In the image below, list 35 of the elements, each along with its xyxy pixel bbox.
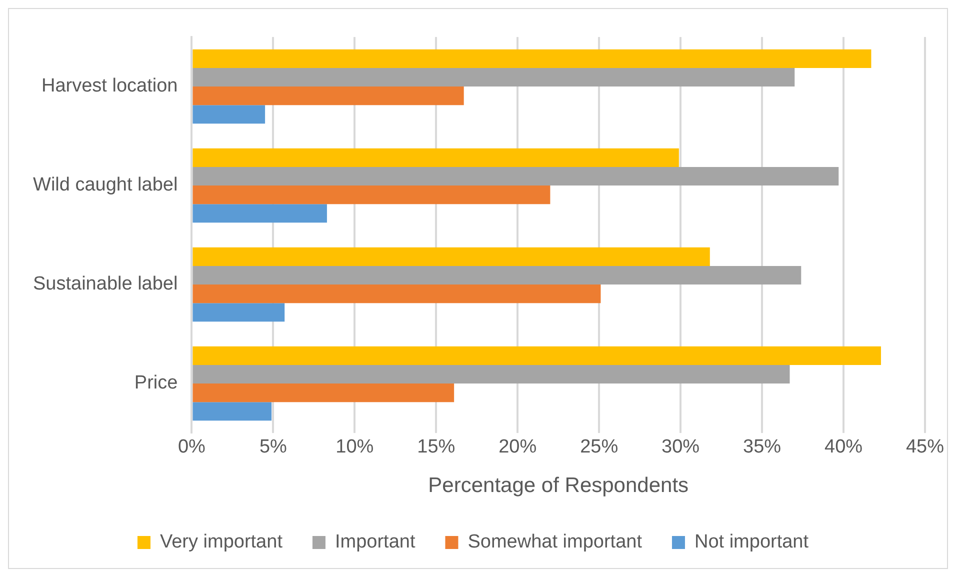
bar [192,266,802,284]
bar [192,284,601,304]
y-tick-label: Price [134,372,178,394]
y-tick-label: Sustainable label [33,274,178,295]
bar [192,166,839,186]
bar [192,186,550,204]
bar [192,105,266,124]
bar [192,86,464,106]
x-tick-label: 5% [259,436,288,458]
bar [192,303,285,322]
x-tick-label: 25% [580,436,618,458]
x-tick-label: 15% [417,436,456,458]
x-tick-label: 35% [743,436,782,458]
legend-label: Very important [160,532,284,553]
legend-label: Important [334,532,416,553]
x-tick-label: 30% [662,436,700,458]
legend-label: Not important [694,532,810,553]
bar [192,346,881,365]
bar [192,148,679,167]
bar [192,402,272,421]
bar [192,247,710,266]
x-axis-title: Percentage of Respondents [428,474,689,498]
y-tick-label: Wild caught label [33,174,178,196]
x-tick-label: 0% [178,436,206,458]
x-tick-label: 10% [336,436,374,458]
x-tick-label: 40% [824,436,863,458]
bar [192,68,795,86]
bar [192,384,454,402]
y-tick-label: Harvest location [41,76,178,97]
bar [192,364,790,384]
legend-label: Somewhat important [468,532,643,553]
bar [192,204,327,223]
bar [192,49,872,68]
x-tick-label: 20% [498,436,537,458]
x-tick-label: 45% [906,436,944,458]
